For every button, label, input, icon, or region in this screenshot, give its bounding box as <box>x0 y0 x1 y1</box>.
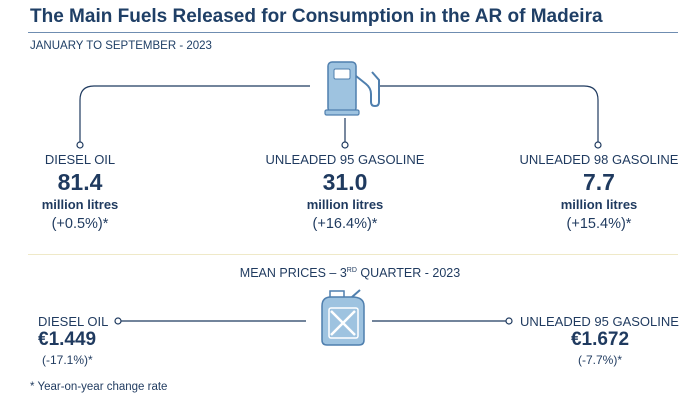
fuel-name: UNLEADED 95 GASOLINE <box>265 152 425 167</box>
mean-prices-title: MEAN PRICES – 3RD QUARTER - 2023 <box>0 266 700 280</box>
fuel-diesel-block: DIESEL OIL 81.4 million litres (+0.5%)* <box>0 152 180 232</box>
fuel-u95-block: UNLEADED 95 GASOLINE 31.0 million litres… <box>245 152 445 232</box>
jerrycan-icon <box>321 289 365 346</box>
fuel-name: DIESEL OIL <box>44 152 116 167</box>
fuel-change: (+15.4%)* <box>566 216 632 232</box>
price-value: €1.672 <box>570 329 630 350</box>
fuel-name: UNLEADED 98 GASOLINE <box>519 152 679 167</box>
section-divider <box>28 254 678 255</box>
price-diesel-block: DIESEL OIL <box>38 314 112 329</box>
price-name: DIESEL OIL <box>38 314 109 329</box>
node-u95 <box>341 141 349 149</box>
mean-prices-title-sup: RD <box>346 266 357 274</box>
footnote: * Year-on-year change rate <box>30 381 168 393</box>
fuel-u98-block: UNLEADED 98 GASOLINE 7.7 million litres … <box>499 152 699 232</box>
period-subtitle: JANUARY TO SEPTEMBER - 2023 <box>30 40 212 52</box>
node-price-u95 <box>505 317 513 325</box>
fuel-unit: million litres <box>306 197 384 212</box>
fuel-value: 7.7 <box>583 169 615 195</box>
fuel-change: (+0.5%)* <box>51 216 109 232</box>
fuel-unit: million litres <box>41 197 119 212</box>
price-change: (-17.1%)* <box>42 353 93 367</box>
fuel-value: 81.4 <box>57 169 103 195</box>
title-rule <box>28 32 678 33</box>
price-diesel-values: €1.449 (-17.1%)* <box>38 329 158 367</box>
price-u95-block: UNLEADED 95 GASOLINE <box>520 314 679 329</box>
fuel-change: (+16.4%)* <box>312 216 378 232</box>
price-u95-values: €1.672 (-7.7%)* <box>540 329 660 367</box>
node-u98 <box>594 141 602 149</box>
fuel-pump-icon <box>324 61 380 116</box>
page-title: The Main Fuels Released for Consumption … <box>30 6 603 27</box>
bracket-right <box>380 85 599 142</box>
mean-prices-title-post: QUARTER - 2023 <box>356 266 461 280</box>
mean-prices-title-pre: MEAN PRICES – 3 <box>239 266 347 280</box>
node-price-diesel <box>114 317 122 325</box>
price-name: UNLEADED 95 GASOLINE <box>520 314 679 329</box>
node-diesel <box>76 141 84 149</box>
fuel-value: 31.0 <box>322 169 368 195</box>
price-change: (-7.7%)* <box>577 353 622 367</box>
bracket-left <box>79 85 310 142</box>
fuel-unit: million litres <box>560 197 638 212</box>
price-value: €1.449 <box>38 329 97 350</box>
